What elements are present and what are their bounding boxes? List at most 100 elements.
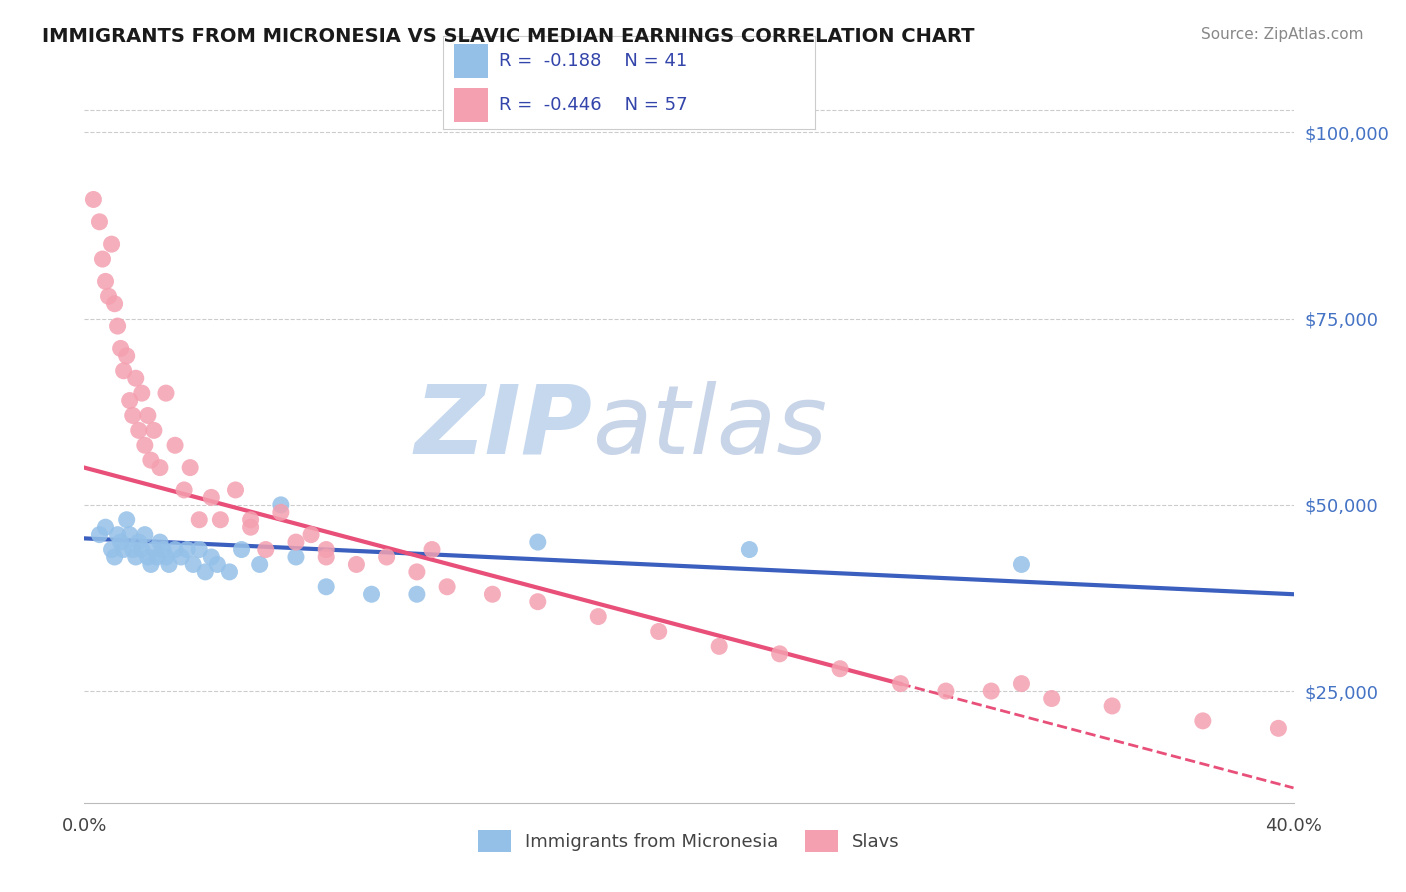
Point <box>225 483 247 497</box>
Point <box>104 549 127 564</box>
Point <box>107 527 129 541</box>
Point <box>139 453 162 467</box>
Point <box>131 542 153 557</box>
Point <box>89 527 111 541</box>
Point <box>239 520 262 534</box>
Point <box>112 364 135 378</box>
Point <box>149 535 172 549</box>
Point <box>155 549 177 564</box>
Point <box>406 565 429 579</box>
Point <box>231 542 253 557</box>
Point <box>890 676 912 690</box>
Point <box>1011 676 1033 690</box>
Point <box>118 393 141 408</box>
Point <box>176 542 198 557</box>
Point <box>128 535 150 549</box>
Point <box>315 580 337 594</box>
Point <box>360 587 382 601</box>
Point <box>209 513 232 527</box>
Point <box>315 542 337 557</box>
Point <box>738 542 761 557</box>
Point <box>170 549 193 564</box>
Point <box>149 460 172 475</box>
Point <box>346 558 368 572</box>
Point <box>121 542 143 557</box>
Point <box>128 423 150 437</box>
Point <box>155 386 177 401</box>
Point <box>157 558 180 572</box>
Point <box>588 609 610 624</box>
Point <box>152 542 174 557</box>
Point <box>299 527 322 541</box>
Point <box>285 535 308 549</box>
Point <box>165 438 187 452</box>
Point <box>134 438 156 452</box>
Point <box>104 297 127 311</box>
Point <box>134 527 156 541</box>
Point <box>270 505 292 519</box>
Point <box>136 409 159 423</box>
Point <box>207 558 229 572</box>
Point <box>188 542 211 557</box>
Point <box>527 595 550 609</box>
Point <box>1040 691 1063 706</box>
Point <box>181 558 204 572</box>
Point <box>188 513 211 527</box>
Point <box>249 558 271 572</box>
Point <box>125 549 148 564</box>
Point <box>89 215 111 229</box>
Point <box>142 542 165 557</box>
Point <box>315 549 337 564</box>
Point <box>110 342 132 356</box>
Point <box>769 647 792 661</box>
Point <box>165 542 187 557</box>
Point <box>648 624 671 639</box>
Point <box>100 237 122 252</box>
Point <box>112 542 135 557</box>
Point <box>94 274 117 288</box>
Point <box>1192 714 1215 728</box>
Point <box>830 662 852 676</box>
Text: R =  -0.188    N = 41: R = -0.188 N = 41 <box>499 52 688 70</box>
Point <box>709 640 731 654</box>
Point <box>115 513 138 527</box>
Point <box>179 460 201 475</box>
Point <box>115 349 138 363</box>
Point <box>136 549 159 564</box>
Legend: Immigrants from Micronesia, Slavs: Immigrants from Micronesia, Slavs <box>471 822 907 859</box>
Point <box>142 423 165 437</box>
Text: R =  -0.446    N = 57: R = -0.446 N = 57 <box>499 96 688 114</box>
Point <box>285 549 308 564</box>
Point <box>94 520 117 534</box>
Point <box>270 498 292 512</box>
Point <box>125 371 148 385</box>
Point <box>118 527 141 541</box>
Point <box>100 542 122 557</box>
Point <box>420 542 443 557</box>
Point <box>436 580 458 594</box>
Point <box>406 587 429 601</box>
FancyBboxPatch shape <box>454 44 488 78</box>
Point <box>527 535 550 549</box>
Point <box>239 513 262 527</box>
Point <box>82 193 104 207</box>
Point <box>980 684 1002 698</box>
Point <box>200 491 222 505</box>
Point <box>173 483 195 497</box>
Point <box>200 549 222 564</box>
Point <box>935 684 957 698</box>
Point <box>110 535 132 549</box>
Text: atlas: atlas <box>592 381 827 474</box>
FancyBboxPatch shape <box>454 88 488 122</box>
Text: Source: ZipAtlas.com: Source: ZipAtlas.com <box>1201 27 1364 42</box>
Point <box>107 319 129 334</box>
Point <box>146 549 169 564</box>
Text: ZIP: ZIP <box>415 381 592 474</box>
Point <box>218 565 240 579</box>
Point <box>1011 558 1033 572</box>
Point <box>254 542 277 557</box>
Point <box>97 289 120 303</box>
Point <box>481 587 503 601</box>
Point <box>1101 698 1123 713</box>
Point <box>375 549 398 564</box>
